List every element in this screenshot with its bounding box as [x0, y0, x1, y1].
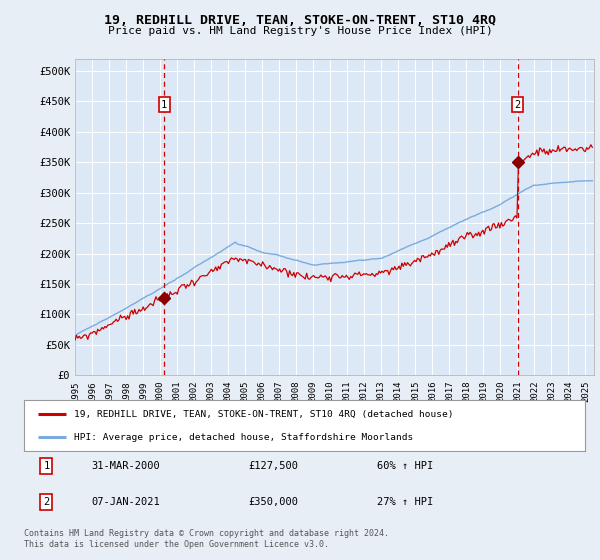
Text: 1: 1	[161, 100, 167, 110]
Text: 2: 2	[43, 497, 50, 507]
Text: 60% ↑ HPI: 60% ↑ HPI	[377, 461, 434, 472]
Text: £350,000: £350,000	[248, 497, 298, 507]
Text: Contains HM Land Registry data © Crown copyright and database right 2024.
This d: Contains HM Land Registry data © Crown c…	[24, 529, 389, 549]
Text: 19, REDHILL DRIVE, TEAN, STOKE-ON-TRENT, ST10 4RQ (detached house): 19, REDHILL DRIVE, TEAN, STOKE-ON-TRENT,…	[74, 409, 454, 418]
Text: 19, REDHILL DRIVE, TEAN, STOKE-ON-TRENT, ST10 4RQ: 19, REDHILL DRIVE, TEAN, STOKE-ON-TRENT,…	[104, 14, 496, 27]
Text: 31-MAR-2000: 31-MAR-2000	[91, 461, 160, 472]
Text: £127,500: £127,500	[248, 461, 298, 472]
Text: 1: 1	[43, 461, 50, 472]
Text: Price paid vs. HM Land Registry's House Price Index (HPI): Price paid vs. HM Land Registry's House …	[107, 26, 493, 36]
Text: 27% ↑ HPI: 27% ↑ HPI	[377, 497, 434, 507]
Text: 07-JAN-2021: 07-JAN-2021	[91, 497, 160, 507]
Text: 2: 2	[515, 100, 521, 110]
Text: HPI: Average price, detached house, Staffordshire Moorlands: HPI: Average price, detached house, Staf…	[74, 433, 414, 442]
